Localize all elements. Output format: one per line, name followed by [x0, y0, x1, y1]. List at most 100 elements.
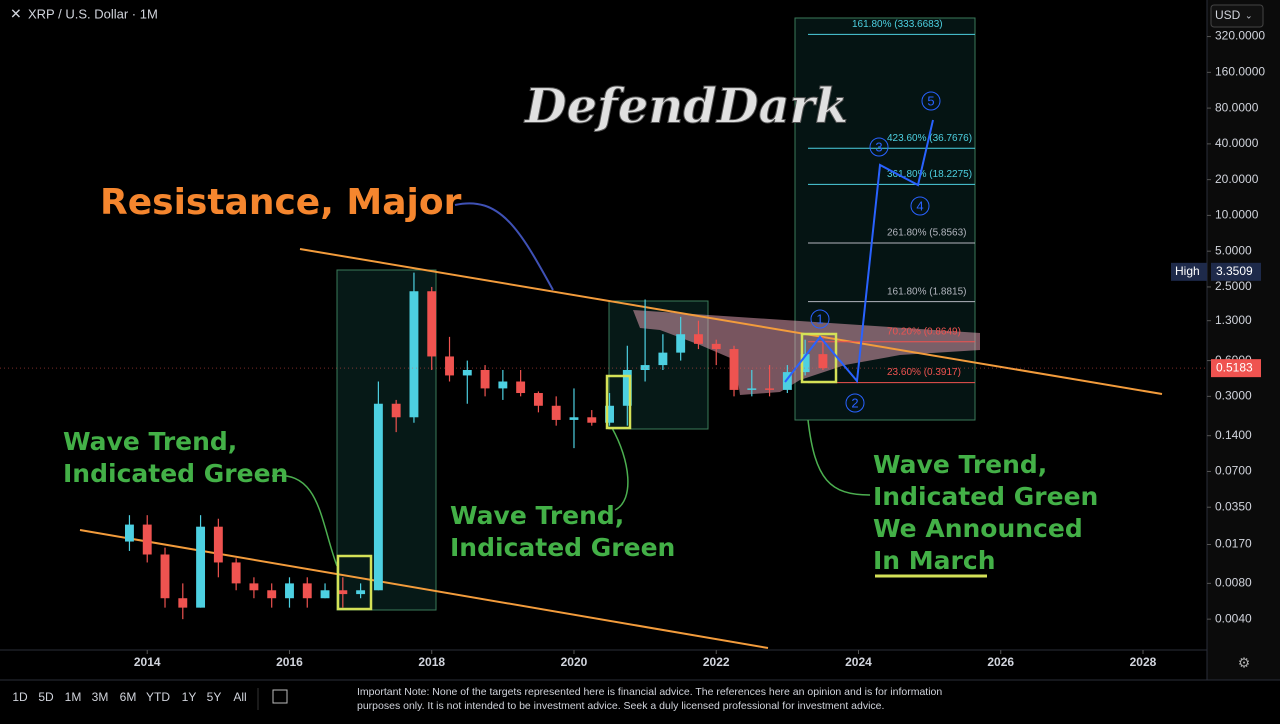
y-tick-label: 160.0000 [1215, 65, 1265, 79]
range-button[interactable]: 1M [65, 690, 82, 704]
candle-body [605, 405, 614, 423]
fib-label: 161.80% (333.6683) [852, 19, 943, 30]
candle-body [533, 393, 543, 406]
candle-body [249, 583, 259, 591]
y-tick-label: 40.0000 [1215, 136, 1259, 150]
y-tick-label: 20.0000 [1215, 172, 1259, 186]
wave-label: 3 [875, 139, 882, 154]
y-tick-label: 0.1400 [1215, 428, 1252, 442]
candle-body [658, 352, 668, 366]
wave-circle [869, 137, 889, 157]
annotation: We Announced [873, 514, 1083, 543]
candle-body [267, 590, 277, 599]
pointer-curve [611, 427, 629, 511]
y-tick-label: 10.0000 [1215, 208, 1259, 222]
candle-body [711, 343, 721, 350]
y-tick-label: 0.0170 [1215, 537, 1252, 551]
candle-body [818, 354, 828, 369]
x-tick-label: 2018 [418, 655, 445, 669]
candle-body [729, 349, 739, 390]
candle-body [231, 562, 241, 584]
currency[interactable]: USD [1215, 8, 1241, 22]
candle-body [373, 403, 383, 591]
candle-body [178, 598, 188, 608]
annotation: Indicated Green [63, 459, 288, 488]
close-icon[interactable]: ✕ [10, 6, 22, 22]
high-name: High [1175, 264, 1200, 278]
range-button[interactable]: YTD [146, 690, 170, 704]
last-price-tag [1211, 359, 1261, 378]
candle-body [622, 369, 632, 406]
candle-body [551, 405, 561, 420]
candle-body [320, 590, 330, 599]
range-button[interactable]: 5Y [207, 690, 222, 704]
disclaimer: Important Note: None of the targets repr… [357, 686, 942, 698]
wave-label: 4 [916, 198, 923, 213]
range-button[interactable]: All [233, 690, 246, 704]
range-button[interactable]: 5D [38, 690, 54, 704]
disclaimer: purposes only. It is not intended to be … [357, 700, 884, 712]
zone-box [336, 269, 437, 611]
y-tick-label: 0.0350 [1215, 499, 1252, 513]
candle-body [391, 403, 401, 418]
candle-body [285, 583, 294, 599]
candle-body [676, 334, 686, 353]
candle-body [569, 417, 579, 420]
x-tick-label: 2022 [703, 655, 730, 669]
range-button[interactable]: 3M [92, 690, 109, 704]
y-tick-label: 0.0080 [1215, 576, 1252, 590]
candle-body [765, 388, 775, 390]
candle-body [480, 369, 490, 389]
symbol-title: XRP / U.S. Dollar · 1M [28, 6, 158, 21]
annotation: In March [873, 546, 996, 575]
x-tick-label: 2024 [845, 655, 872, 669]
y-tick-label: 2.5000 [1215, 279, 1252, 293]
candle-body [142, 524, 152, 555]
fib-label: 23.60% (0.3917) [887, 367, 961, 378]
x-tick-label: 2020 [561, 655, 588, 669]
signal-box [800, 332, 838, 384]
fib-label: 361.80% (18.2275) [887, 169, 972, 180]
candle-body [747, 388, 757, 390]
fib-label: 161.80% (1.8815) [887, 286, 967, 297]
currency-button[interactable] [1210, 4, 1264, 28]
candle-body [338, 590, 348, 595]
y-tick-label: 0.0040 [1215, 611, 1252, 625]
dropdown-icon[interactable]: ⌄ [1245, 10, 1253, 20]
wave-path [784, 119, 934, 384]
y-tick-label: 1.3000 [1215, 313, 1252, 327]
candle-body [640, 365, 650, 370]
candle-body [516, 381, 526, 394]
candle-body [356, 590, 366, 595]
candle-body [694, 334, 703, 344]
settings-icon[interactable]: ⚙ [1238, 655, 1251, 671]
x-tick-label: 2014 [134, 655, 161, 669]
candle-body [302, 583, 312, 599]
y-tick-label: 0.3000 [1215, 389, 1252, 403]
cloud [633, 310, 980, 395]
candle-body [409, 291, 419, 418]
range-button[interactable]: 1D [12, 690, 28, 704]
fib-label: 261.80% (5.8563) [887, 228, 967, 239]
range-button[interactable]: 1Y [182, 690, 197, 704]
annotation: Wave Trend, [63, 427, 237, 456]
resistance-line [299, 248, 1163, 395]
pointer-curve [271, 474, 338, 567]
wave-circle [910, 196, 930, 216]
range-button[interactable]: 6M [120, 690, 137, 704]
annotation: Wave Trend, [873, 450, 1047, 479]
candle-body [782, 372, 792, 390]
candle-body [427, 291, 437, 357]
candle-body [587, 417, 597, 423]
pointer-curve [807, 419, 871, 496]
candle-body [498, 381, 508, 389]
date-range-icon[interactable] [272, 689, 288, 704]
candle-body [462, 369, 472, 376]
y-tick-label: 80.0000 [1215, 100, 1259, 114]
annotation: Resistance, Major [100, 182, 462, 223]
high-value: 3.3509 [1216, 264, 1253, 278]
signal-box [605, 374, 632, 430]
wave-circle [810, 309, 830, 329]
